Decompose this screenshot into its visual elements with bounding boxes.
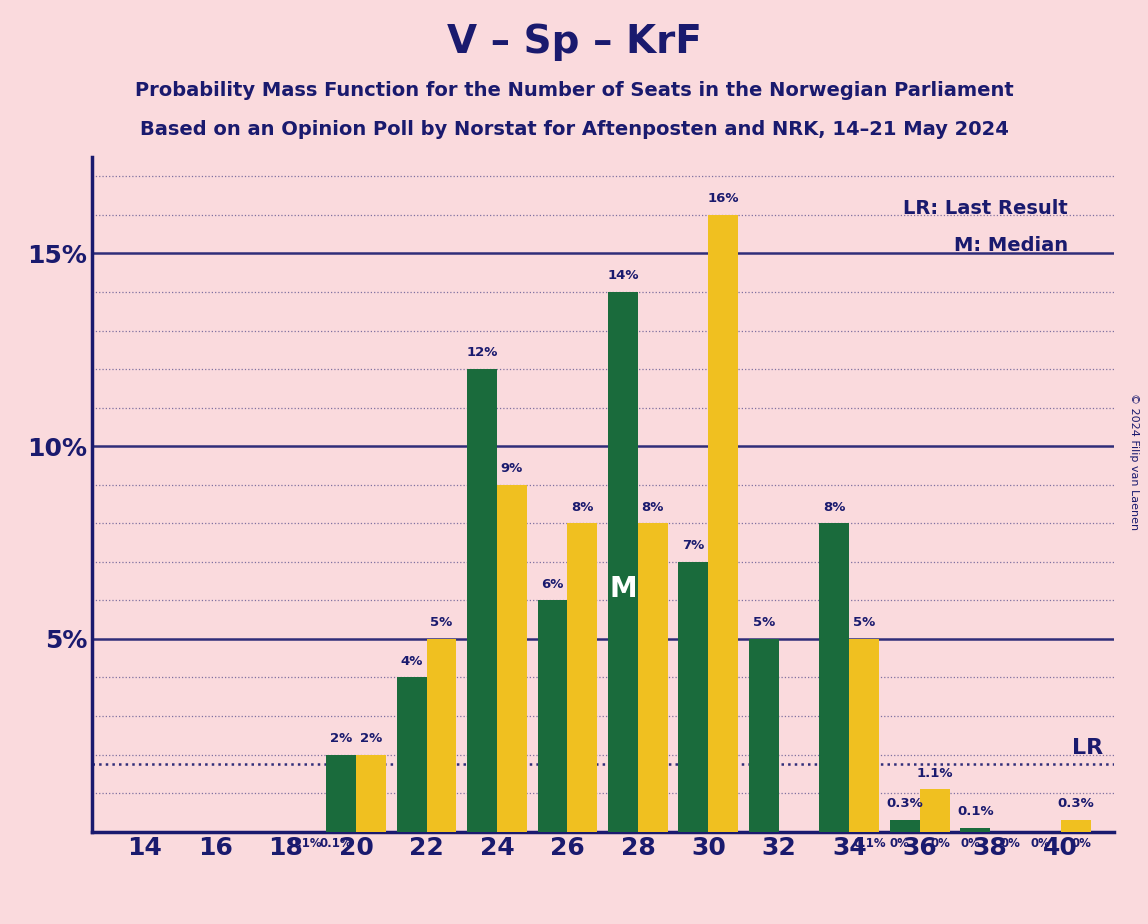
Text: V – Sp – KrF: V – Sp – KrF <box>447 23 701 61</box>
Bar <box>678 562 708 832</box>
Bar <box>850 638 879 832</box>
Text: M: M <box>610 575 637 602</box>
Text: 0%: 0% <box>930 837 951 850</box>
Text: 6%: 6% <box>542 578 564 590</box>
Text: 9%: 9% <box>501 462 523 475</box>
Bar <box>708 215 738 832</box>
Bar <box>497 485 527 832</box>
Text: 5%: 5% <box>753 616 775 629</box>
Text: 1.1%: 1.1% <box>916 767 953 780</box>
Bar <box>427 638 457 832</box>
Text: 0.1%: 0.1% <box>319 837 352 850</box>
Bar <box>638 523 668 832</box>
Text: 0%: 0% <box>1001 837 1021 850</box>
Text: Probability Mass Function for the Number of Seats in the Norwegian Parliament: Probability Mass Function for the Number… <box>134 81 1014 101</box>
Text: 4%: 4% <box>401 655 422 668</box>
Text: 0.1%: 0.1% <box>289 837 323 850</box>
Bar <box>961 828 991 832</box>
Bar <box>820 523 850 832</box>
Bar <box>396 677 427 832</box>
Text: 0.3%: 0.3% <box>886 797 923 810</box>
Text: 16%: 16% <box>707 192 739 205</box>
Text: 2%: 2% <box>329 732 352 745</box>
Bar <box>326 755 356 832</box>
Text: 8%: 8% <box>823 501 846 514</box>
Bar <box>567 523 597 832</box>
Bar <box>748 638 778 832</box>
Text: 0%: 0% <box>960 837 980 850</box>
Text: 8%: 8% <box>572 501 594 514</box>
Text: 8%: 8% <box>642 501 664 514</box>
Bar <box>356 755 386 832</box>
Text: 5%: 5% <box>430 616 452 629</box>
Text: 7%: 7% <box>682 540 705 553</box>
Bar <box>608 292 638 832</box>
Text: 5%: 5% <box>853 616 876 629</box>
Text: 0%: 0% <box>1071 837 1091 850</box>
Text: 0%: 0% <box>1031 837 1050 850</box>
Text: M: Median: M: Median <box>954 236 1068 255</box>
Text: Based on an Opinion Poll by Norstat for Aftenposten and NRK, 14–21 May 2024: Based on an Opinion Poll by Norstat for … <box>140 120 1008 140</box>
Text: 0%: 0% <box>890 837 909 850</box>
Text: 0.3%: 0.3% <box>1057 797 1094 810</box>
Text: 12%: 12% <box>466 346 498 359</box>
Bar <box>537 601 567 832</box>
Text: 0.1%: 0.1% <box>957 805 993 818</box>
Bar <box>920 789 949 832</box>
Bar <box>467 369 497 832</box>
Text: LR: LR <box>1072 738 1103 759</box>
Bar <box>890 820 920 832</box>
Text: LR: Last Result: LR: Last Result <box>902 199 1068 218</box>
Text: 14%: 14% <box>607 270 638 283</box>
Text: © 2024 Filip van Laenen: © 2024 Filip van Laenen <box>1130 394 1139 530</box>
Text: 2%: 2% <box>360 732 382 745</box>
Bar <box>1061 820 1091 832</box>
Text: 0.1%: 0.1% <box>853 837 886 850</box>
